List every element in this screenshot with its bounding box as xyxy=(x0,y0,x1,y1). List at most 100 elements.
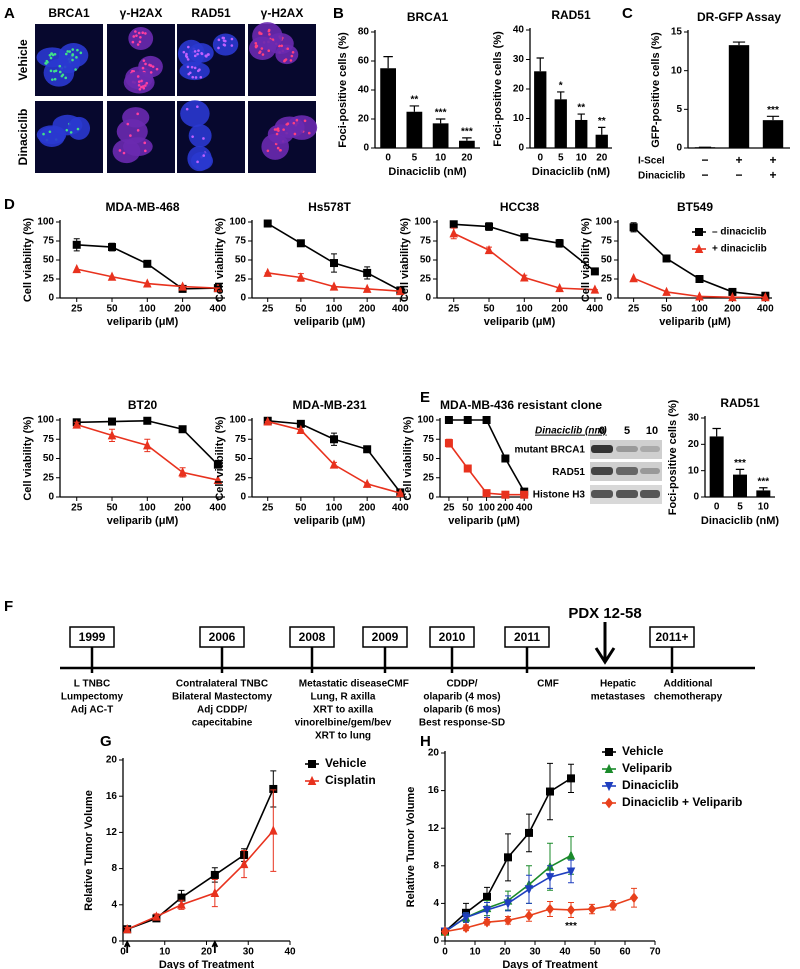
x-tick-label: 30 xyxy=(243,947,255,958)
marker xyxy=(444,416,453,424)
focus xyxy=(196,105,199,109)
marker xyxy=(482,916,492,928)
x-tick-label: 0 xyxy=(442,947,448,958)
blot-header: Dinaciclib (nm) xyxy=(535,426,607,437)
lane-label: 5 xyxy=(624,425,630,437)
y-tick-label: 20 xyxy=(688,439,700,450)
condition-label: Dinaciclib xyxy=(638,171,685,182)
focus xyxy=(49,56,53,60)
chart: 0 5 10 15 DR-GFP Assay GFP-positive cells (%)… xyxy=(638,10,790,182)
error-bar xyxy=(759,487,768,491)
y-tick-label: 0 xyxy=(676,143,682,154)
bar xyxy=(406,111,423,148)
y-axis-label: Cell viability (%) xyxy=(580,217,592,302)
event-text: olaparib (4 mos) xyxy=(423,692,500,703)
marker xyxy=(308,760,316,768)
x-tick-label: 100 xyxy=(326,503,343,514)
y-tick-label: 80 xyxy=(358,27,370,38)
event-text: CMF xyxy=(537,679,559,690)
chart-title: MDA-MB-436 resistant clone xyxy=(440,398,602,412)
focus xyxy=(143,84,147,87)
x-tick-label: 70 xyxy=(649,947,661,958)
focus xyxy=(71,58,74,62)
y-tick-label: 8 xyxy=(433,860,439,871)
focus xyxy=(191,75,195,79)
x-tick-label: 200 xyxy=(497,503,514,514)
marker xyxy=(501,490,510,499)
marker xyxy=(694,243,704,253)
bar xyxy=(728,45,750,148)
marker xyxy=(520,272,529,282)
focus xyxy=(50,52,54,55)
year-label: 2008 xyxy=(299,630,326,644)
focus xyxy=(79,51,83,55)
bar xyxy=(733,474,747,497)
y-tick-label: 30 xyxy=(513,54,525,65)
marker xyxy=(122,924,132,934)
y-tick-label: 50 xyxy=(43,255,55,266)
x-tick-label: 400 xyxy=(392,304,409,315)
focus xyxy=(196,52,199,56)
y-tick-label: 4 xyxy=(111,899,117,910)
x-tick-label: 200 xyxy=(174,503,191,514)
marker xyxy=(330,435,339,444)
focus xyxy=(191,135,194,138)
y-tick-label: 15 xyxy=(671,27,683,38)
error-bar xyxy=(712,427,721,437)
marker xyxy=(590,284,600,294)
x-tick-label: 5 xyxy=(737,502,743,513)
y-tick-label: 100 xyxy=(37,217,54,228)
focus xyxy=(222,39,226,42)
x-tick-label: 0 xyxy=(120,947,126,958)
x-axis-label: veliparib (μM) xyxy=(659,316,731,328)
series-line xyxy=(267,420,401,494)
y-tick-label: 50 xyxy=(235,255,247,266)
legend-label: + dinaciclib xyxy=(712,244,767,255)
y-tick-label: 12 xyxy=(428,823,440,834)
chart: 0 25 50 75 100 HCC38 Cell viability (%) velipar… xyxy=(399,200,604,328)
x-tick-label: 400 xyxy=(210,503,227,514)
focus xyxy=(198,68,201,72)
marker xyxy=(210,870,219,879)
x-tick-label: 50 xyxy=(462,503,474,514)
focus xyxy=(51,78,54,81)
marker xyxy=(178,467,187,477)
y-axis-label: Foci-positive cells (%) xyxy=(337,32,349,148)
y-tick-label: 0 xyxy=(428,492,434,503)
marker xyxy=(567,774,575,783)
y-axis-label: Cell viability (%) xyxy=(402,416,414,501)
error-bar xyxy=(435,118,446,124)
y-tick-label: 25 xyxy=(601,274,613,285)
marker xyxy=(72,419,82,429)
marker xyxy=(107,271,117,281)
focus xyxy=(60,74,64,78)
focus xyxy=(258,50,262,53)
focus xyxy=(187,72,191,76)
row-label: Dinaciclib xyxy=(16,109,30,166)
marker xyxy=(504,853,512,862)
nucleus xyxy=(43,58,75,87)
condition-mark: + xyxy=(769,168,776,182)
error-bar xyxy=(383,56,393,69)
significance: *** xyxy=(734,458,746,469)
marker xyxy=(329,281,339,291)
focus xyxy=(205,55,208,58)
y-axis-label: Foci-positive cells (%) xyxy=(667,399,679,515)
x-tick-label: 200 xyxy=(551,304,568,315)
focus xyxy=(187,45,190,49)
significance: *** xyxy=(461,126,473,137)
error-bar xyxy=(732,41,746,46)
x-tick-label: 50 xyxy=(295,503,307,514)
y-tick-label: 20 xyxy=(428,748,440,759)
y-axis-label: Foci-positive cells (%) xyxy=(492,31,504,147)
y-tick-label: 100 xyxy=(229,217,246,228)
panel-letter: A xyxy=(4,5,15,22)
focus xyxy=(295,118,299,122)
error-bar xyxy=(577,113,585,120)
blot-row-label: mutant BRCA1 xyxy=(514,445,585,456)
error-bar xyxy=(536,57,544,72)
marker xyxy=(213,460,222,469)
chart: 0 10 20 30 40 RAD51 Foci-positive cells (%) Din… xyxy=(492,8,612,178)
event-text: XRT to axilla xyxy=(313,705,373,716)
nucleus xyxy=(188,124,212,148)
